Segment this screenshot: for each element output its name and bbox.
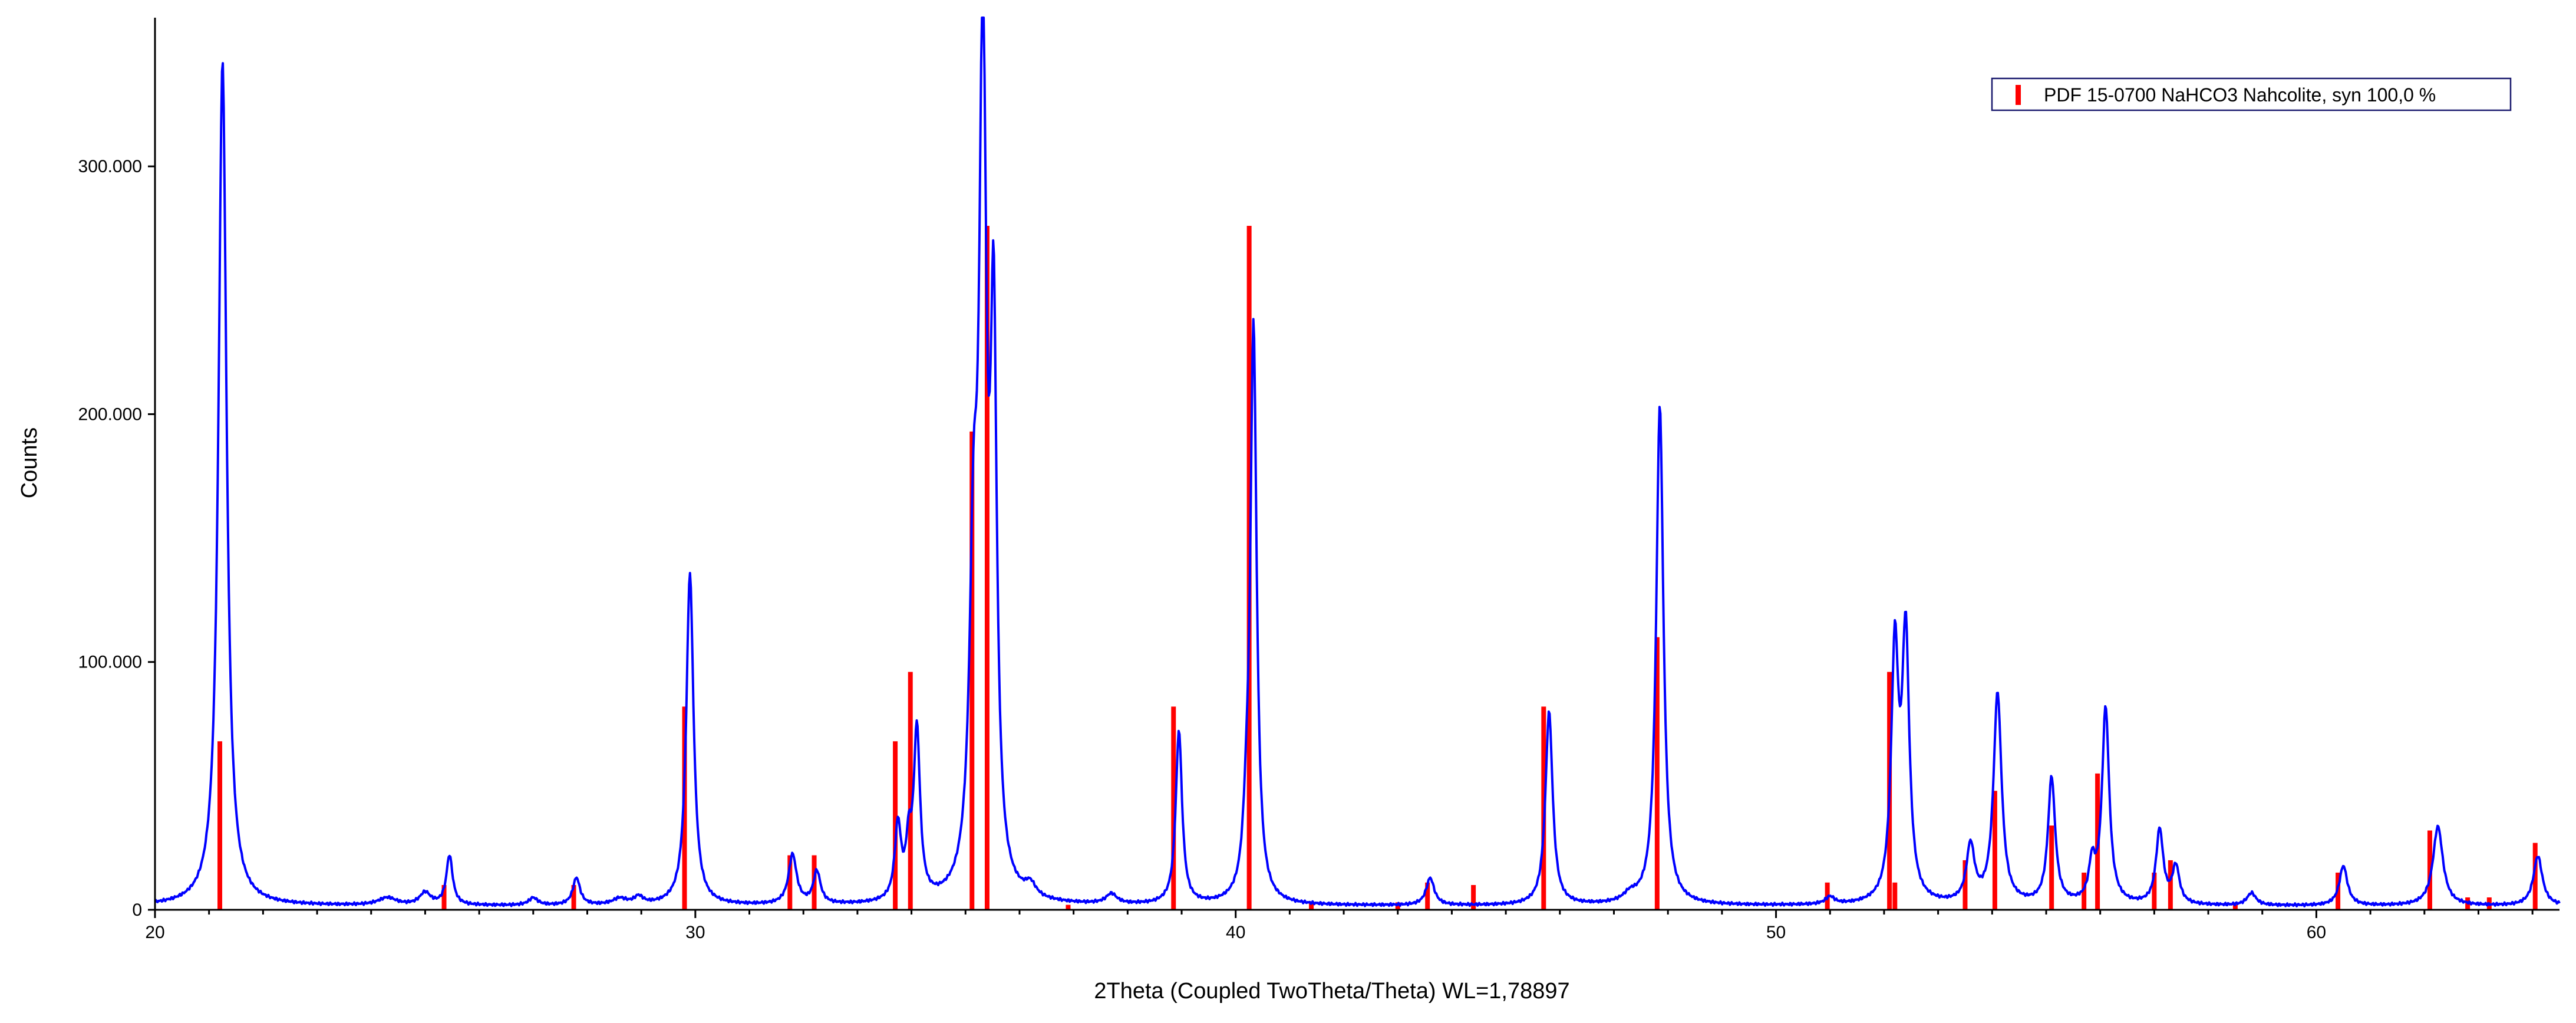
x-tick-label: 50 [1766,923,1786,942]
reference-stick [1395,902,1400,910]
measured-pattern-line [154,17,2561,907]
reference-stick [571,884,576,910]
y-tick-label: 200.000 [78,404,142,424]
x-tick-label: 60 [2307,923,2326,942]
x-tick-label: 30 [685,923,705,942]
reference-stick [2049,825,2054,910]
reference-stick [2532,843,2538,910]
reference-stick [908,672,913,910]
y-tick-label: 300.000 [78,157,142,176]
reference-stick [1471,884,1476,910]
plot-background [155,18,2559,908]
legend-swatch [2016,85,2021,105]
reference-stick [2427,830,2432,910]
reference-stick [1992,791,1997,910]
reference-stick [984,226,989,910]
reference-stick [1962,860,1968,910]
x-axis-ticks: 20 30 40 50 60 [145,910,2534,942]
reference-stick [1654,637,1660,910]
y-tick-label: 0 [132,900,142,920]
x-tick-label: 40 [1226,923,1245,942]
legend-label: PDF 15-0700 NaHCO3 Nahcolite, syn 100,0 … [2044,84,2436,106]
x-tick-label: 20 [145,923,164,942]
reference-stick [893,741,898,910]
y-axis-ticks: 0 100.000 200.000 300.000 [78,157,155,920]
legend-box [1991,77,2512,111]
reference-stick [2152,872,2157,910]
y-tick-label: 100.000 [78,653,142,672]
legend: PDF 15-0700 NaHCO3 Nahcolite, syn 100,0 … [1991,77,2512,111]
y-axis-title: Counts [17,427,42,498]
reference-stick [787,855,793,910]
reference-stick [441,884,447,910]
reference-stick [969,431,975,910]
reference-stick [1425,882,1430,910]
x-axis-title: 2Theta (Coupled TwoTheta/Theta) WL=1,788… [1094,979,1569,1004]
reference-stick [1892,882,1898,910]
reference-stick [1066,904,1071,910]
reference-stick [2168,860,2173,910]
reference-stick [2082,872,2087,910]
reference-stick [217,741,223,910]
reference-stick [2232,904,2238,910]
reference-stick [1309,902,1314,910]
reference-stick [1171,706,1176,910]
reference-stick [682,706,687,910]
